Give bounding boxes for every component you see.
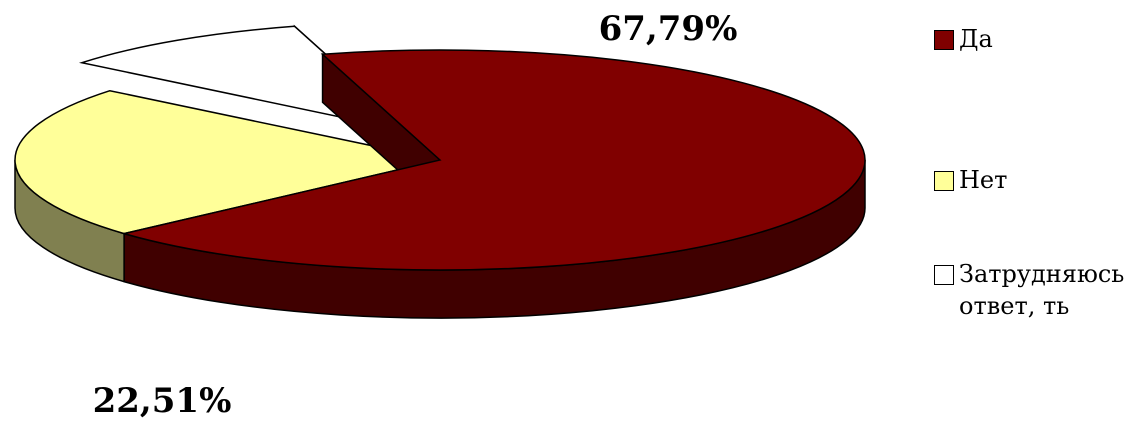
slice-top-net <box>14 89 441 235</box>
data-label-da: 67,79% <box>599 9 738 49</box>
legend-label-da: Да <box>959 25 993 53</box>
legend-swatch-da <box>934 30 954 50</box>
legend-swatch-unsure <box>934 265 954 285</box>
legend-item-da: Да <box>934 23 1127 55</box>
legend-item-unsure: Затрудняюсь ответ, ть <box>934 258 1127 322</box>
legend-label-net: Нет <box>959 166 1008 194</box>
slice-top-da <box>121 49 866 271</box>
legend-swatch-net <box>934 171 954 191</box>
legend-label-unsure: Затрудняюсь ответ, ть <box>959 260 1125 320</box>
data-label-net: 22,51% <box>93 381 232 421</box>
legend-item-net: Нет <box>934 164 1127 196</box>
chart-legend: Да Нет Затрудняюсь ответ, ть <box>934 0 1133 423</box>
